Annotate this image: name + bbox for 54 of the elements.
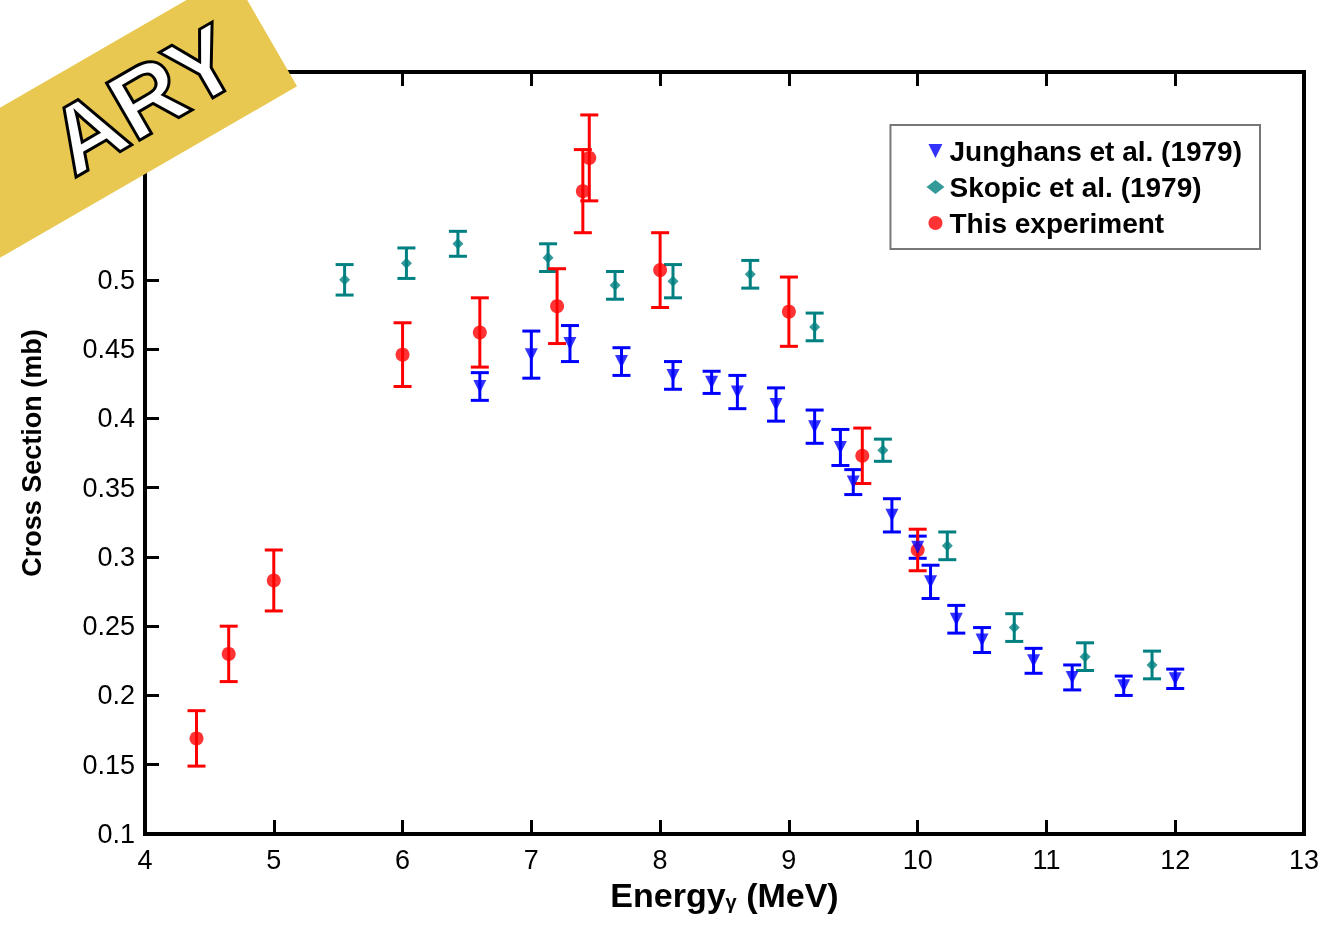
point	[1065, 670, 1079, 684]
point	[808, 420, 822, 434]
point	[653, 263, 668, 278]
point	[730, 385, 744, 399]
y-tick-label: 0.15	[82, 749, 135, 780]
point	[781, 304, 796, 319]
x-tick-label: 8	[652, 844, 668, 875]
point	[941, 540, 953, 552]
x-tick-label: 4	[137, 844, 153, 875]
y-tick-label: 0.4	[97, 403, 135, 434]
x-tick-label: 5	[266, 844, 282, 875]
point	[666, 368, 680, 382]
y-tick-label: 0.25	[82, 611, 135, 642]
point	[221, 646, 236, 661]
point	[1168, 672, 1182, 686]
point	[809, 321, 821, 333]
point	[472, 325, 487, 340]
point	[575, 184, 590, 199]
y-tick-label: 0.5	[97, 264, 135, 295]
point	[885, 508, 899, 522]
point	[846, 475, 860, 489]
y-tick-label: 0.45	[82, 334, 135, 365]
point	[266, 573, 281, 588]
point	[1117, 679, 1131, 693]
point	[550, 299, 565, 314]
point	[189, 731, 204, 746]
point	[975, 633, 989, 647]
legend-label: This experiment	[949, 207, 1165, 239]
x-tick-label: 10	[902, 844, 933, 875]
legend-label: Skopic et al. (1979)	[949, 171, 1202, 203]
x-tick-label: 7	[523, 844, 539, 875]
x-tick-label: 11	[1032, 844, 1061, 875]
point	[877, 444, 889, 456]
point	[1146, 659, 1158, 671]
x-axis-title: Energyγ (MeV)	[610, 875, 839, 914]
y-tick-label: 0.35	[82, 472, 135, 503]
point	[395, 347, 410, 362]
x-tick-label: 6	[395, 844, 411, 875]
point	[855, 448, 870, 463]
y-tick-label: 0.1	[97, 819, 135, 849]
x-tick-label: 9	[781, 844, 797, 875]
point	[473, 380, 487, 393]
point	[949, 612, 963, 626]
point	[582, 150, 597, 165]
x-tick-label: 12	[1160, 844, 1191, 875]
y-tick-label: 0.3	[97, 541, 135, 572]
y-tick-label: 0.2	[97, 680, 135, 711]
x-tick-label: 13	[1288, 844, 1320, 875]
legend-label: Junghans et al. (1979)	[949, 135, 1243, 167]
point	[744, 268, 756, 280]
y-axis-title: Cross Section (mb)	[16, 329, 47, 577]
point	[524, 348, 538, 362]
point	[705, 375, 719, 389]
point	[833, 440, 847, 454]
